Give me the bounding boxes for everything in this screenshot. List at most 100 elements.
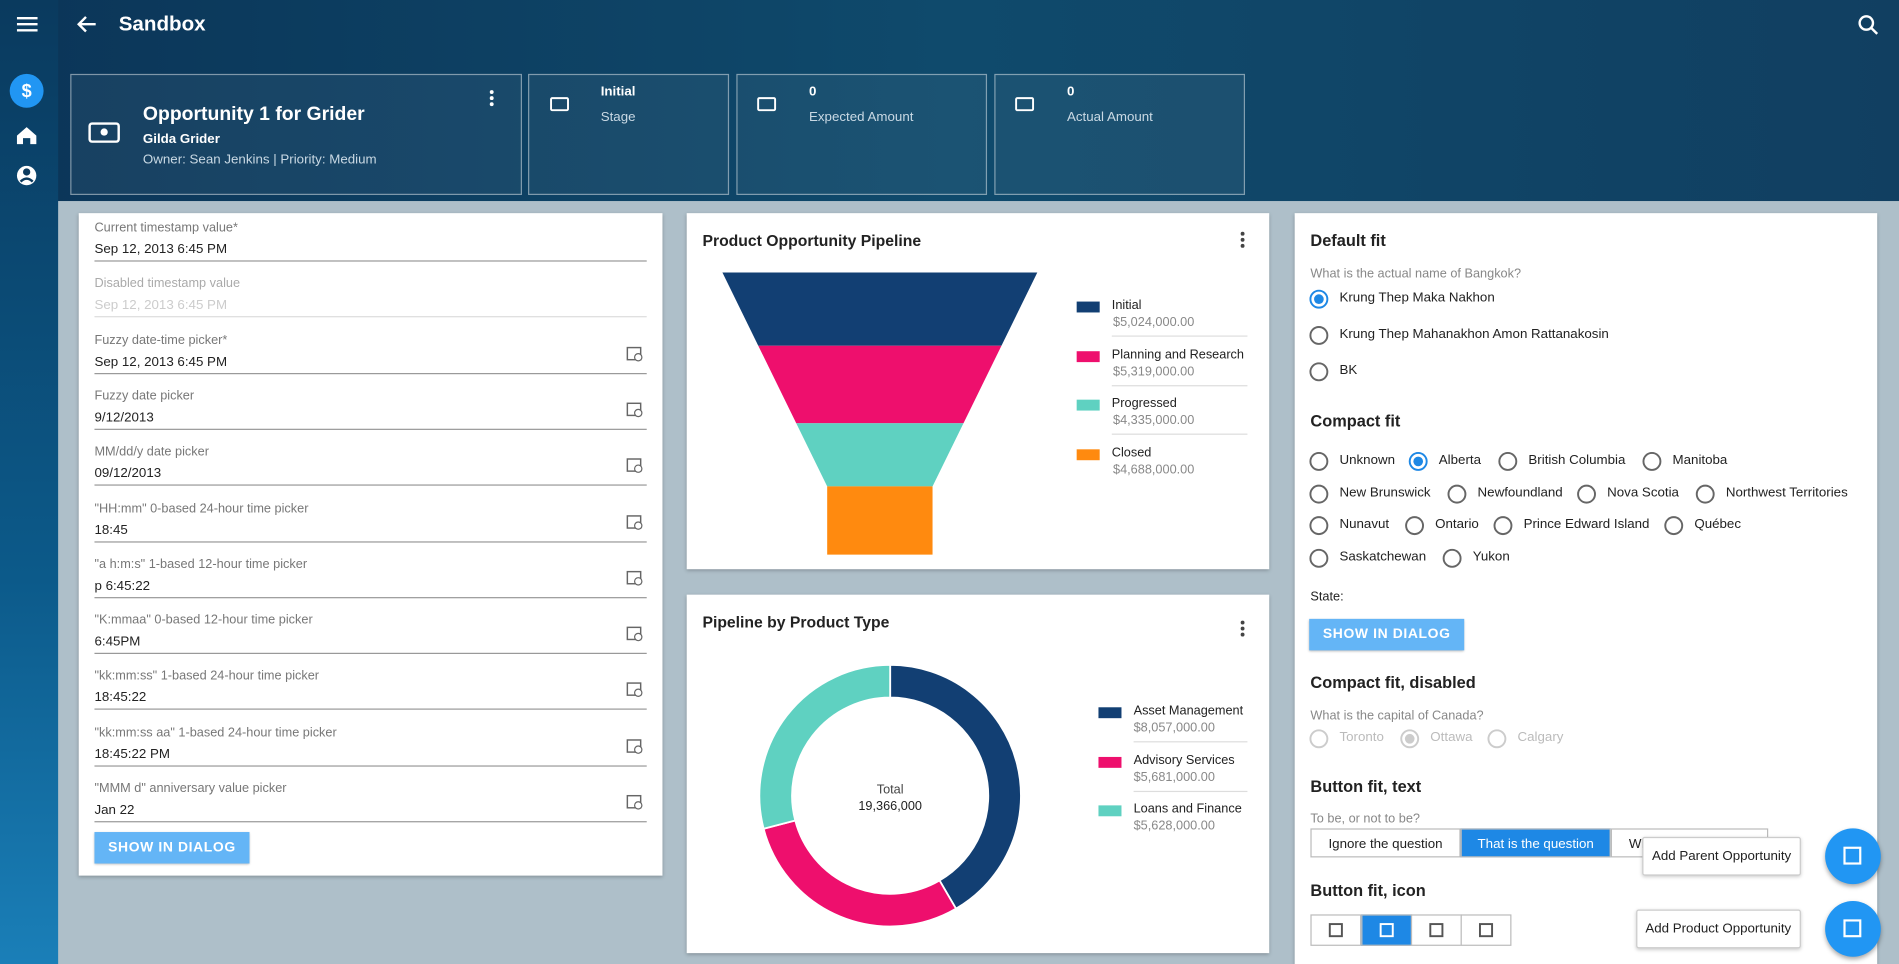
field-value[interactable]: 18:45 <box>94 522 128 538</box>
icon-toggle[interactable] <box>1361 914 1413 946</box>
radio-label[interactable]: Newfoundland <box>1477 485 1563 500</box>
more-icon <box>489 102 494 107</box>
question: What is the actual name of Bangkok? <box>1310 266 1522 281</box>
legend-divider <box>1111 433 1248 435</box>
field-underline <box>94 708 647 711</box>
radio-ring <box>1487 729 1507 749</box>
fab-icon-shape <box>1843 919 1862 938</box>
toggle-button[interactable]: Ignore the question <box>1310 828 1461 858</box>
opportunity-meta: Owner: Sean Jenkins | Priority: Medium <box>142 152 377 168</box>
more-icon <box>1240 237 1245 242</box>
calendar-shape <box>626 346 642 360</box>
dialog-button[interactable]: SHOW IN DIALOG <box>94 832 250 864</box>
radio-label[interactable]: Krung Thep Mahanakhon Amon Rattanakosin <box>1339 326 1609 342</box>
calendar-icon <box>626 402 643 418</box>
radio-ring <box>1642 451 1662 471</box>
radio-label[interactable]: Northwest Territories <box>1725 485 1848 500</box>
field-value[interactable]: Jan 22 <box>94 802 135 818</box>
legend-value: $8,057,000.00 <box>1133 720 1215 736</box>
icon <box>1328 923 1343 938</box>
chart-title: Product Opportunity Pipeline <box>702 231 922 250</box>
toggle-button[interactable]: That is the question <box>1460 828 1611 858</box>
icon-shape <box>1328 923 1343 938</box>
radio-label[interactable]: Ontario <box>1435 517 1479 532</box>
field-underline <box>94 540 647 542</box>
radio-label[interactable]: British Columbia <box>1528 452 1626 468</box>
field-label: Fuzzy date-time picker* <box>94 332 228 348</box>
field-value[interactable]: 09/12/2013 <box>94 466 162 482</box>
fab-icon-shape <box>1843 846 1862 865</box>
calendar-icon <box>626 626 643 642</box>
icon-toggle[interactable] <box>1310 914 1362 946</box>
radio-label[interactable]: Nova Scotia <box>1607 485 1679 500</box>
radio <box>1309 729 1329 749</box>
radio-label[interactable]: Unknown <box>1339 452 1396 468</box>
radio-label[interactable]: Prince Edward Island <box>1523 517 1650 532</box>
radio <box>1405 516 1425 536</box>
fab[interactable] <box>1825 901 1881 957</box>
funnel-segment <box>722 272 1038 346</box>
summary-card <box>736 73 988 195</box>
radio-ring <box>1309 289 1329 309</box>
radio <box>1309 362 1329 382</box>
legend-label: Loans and Finance <box>1133 801 1242 817</box>
calendar-shape <box>626 402 642 417</box>
field-value[interactable]: p 6:45:22 <box>94 578 151 594</box>
field-underline <box>94 765 647 767</box>
clock-shape <box>634 632 643 642</box>
calendar-shape <box>626 458 642 473</box>
radio-label: Ottawa <box>1430 730 1473 745</box>
radio-dot <box>1314 294 1324 304</box>
stat-icon-shape <box>550 97 569 112</box>
radio <box>1487 729 1507 749</box>
icon-toggle[interactable] <box>1410 914 1462 946</box>
radio-ring <box>1309 729 1329 749</box>
field-value[interactable]: 18:45:22 <box>94 690 147 706</box>
icon-toggle[interactable] <box>1460 914 1512 946</box>
field-value[interactable]: 6:45PM <box>94 634 141 650</box>
chart-title: Pipeline by Product Type <box>702 612 890 631</box>
stat-label: Expected Amount <box>809 110 914 125</box>
field-underline <box>94 652 647 655</box>
more-icon <box>489 90 494 94</box>
sidebar <box>0 0 59 964</box>
radio-label[interactable]: Alberta <box>1438 452 1482 468</box>
field-value[interactable]: Sep 12, 2013 6:45 PM <box>94 354 228 369</box>
field-label: Fuzzy date picker <box>94 388 195 404</box>
radio-label[interactable]: Nunavut <box>1339 517 1390 532</box>
radio-ring <box>1309 516 1329 536</box>
question: What is the capital of Canada? <box>1310 708 1484 724</box>
opportunity-name: Opportunity 1 for Grider <box>142 104 365 125</box>
dialog-button[interactable]: SHOW IN DIALOG <box>1309 618 1465 651</box>
radio-label[interactable]: Québec <box>1694 517 1741 532</box>
radio-label[interactable]: New Brunswick <box>1339 485 1431 500</box>
fab[interactable] <box>1825 828 1881 885</box>
radio-label[interactable]: BK <box>1339 363 1358 378</box>
field-label: "kk:mm:ss aa" 1-based 24-hour time picke… <box>94 725 337 740</box>
radio-label[interactable]: Manitoba <box>1672 452 1728 468</box>
legend-swatch <box>1076 448 1100 460</box>
field-label: MM/dd/y date picker <box>94 444 209 460</box>
radio-dot <box>1413 456 1424 467</box>
legend-swatch <box>1076 350 1100 362</box>
field-value[interactable]: 9/12/2013 <box>94 410 154 425</box>
radio-label[interactable]: Yukon <box>1472 549 1510 564</box>
legend-divider <box>1111 335 1248 337</box>
stat-value: 0 <box>809 84 817 100</box>
radio-label[interactable]: Saskatchewan <box>1339 549 1427 564</box>
field-underline <box>94 260 647 262</box>
legend-divider <box>1111 384 1248 386</box>
icon-shape <box>1429 923 1444 938</box>
radio-label[interactable]: Krung Thep Maka Nakhon <box>1339 290 1495 306</box>
radio-ring <box>1309 362 1329 382</box>
funnel-segment <box>827 486 933 555</box>
stat-label: Stage <box>600 110 636 125</box>
legend-value: $5,319,000.00 <box>1113 363 1195 379</box>
field-value[interactable]: 18:45:22 PM <box>94 746 171 762</box>
header <box>0 0 1899 202</box>
radio <box>1400 729 1420 749</box>
more-icon <box>1240 243 1245 248</box>
more-icon <box>1240 620 1245 625</box>
field-value[interactable]: Sep 12, 2013 6:45 PM <box>94 242 228 257</box>
clock-shape <box>634 801 643 810</box>
